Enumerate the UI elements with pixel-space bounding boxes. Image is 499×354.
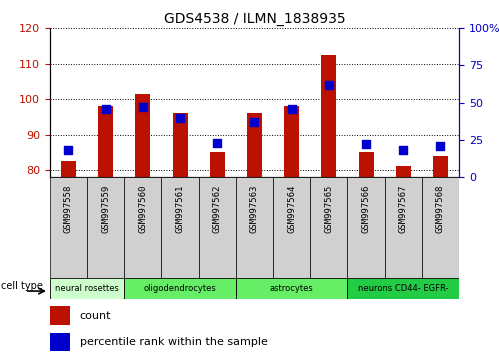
Point — [325, 82, 333, 88]
Bar — [236, 278, 347, 299]
Point — [250, 119, 258, 125]
Bar — [284, 106, 299, 177]
Bar — [396, 166, 411, 177]
Point — [288, 106, 296, 112]
Bar — [422, 177, 459, 278]
Point — [102, 106, 110, 112]
Point — [213, 140, 221, 145]
Bar — [124, 278, 236, 299]
Bar — [321, 55, 336, 177]
Bar — [347, 278, 459, 299]
Bar — [236, 177, 273, 278]
Text: oligodendrocytes: oligodendrocytes — [144, 284, 217, 293]
Text: GSM997561: GSM997561 — [176, 185, 185, 233]
Text: neurons CD44- EGFR-: neurons CD44- EGFR- — [358, 284, 449, 293]
Point — [437, 143, 445, 149]
Point — [399, 147, 407, 153]
Point — [139, 104, 147, 110]
Bar — [50, 333, 70, 351]
Bar — [210, 152, 225, 177]
Bar — [135, 94, 150, 177]
Point — [64, 147, 72, 153]
Bar — [50, 177, 87, 278]
Bar — [87, 177, 124, 278]
Bar — [310, 177, 347, 278]
Text: GSM997563: GSM997563 — [250, 185, 259, 233]
Text: GSM997559: GSM997559 — [101, 185, 110, 233]
Bar — [50, 278, 124, 299]
Text: GSM997564: GSM997564 — [287, 185, 296, 233]
Bar — [359, 152, 374, 177]
Text: neural rosettes: neural rosettes — [55, 284, 119, 293]
Text: GSM997567: GSM997567 — [399, 185, 408, 233]
Bar — [433, 156, 448, 177]
Bar — [61, 161, 76, 177]
Text: GSM997562: GSM997562 — [213, 185, 222, 233]
Bar — [273, 177, 310, 278]
Bar — [247, 113, 262, 177]
Title: GDS4538 / ILMN_1838935: GDS4538 / ILMN_1838935 — [164, 12, 345, 26]
Bar — [199, 177, 236, 278]
Text: GSM997560: GSM997560 — [138, 185, 147, 233]
Bar — [50, 306, 70, 325]
Bar — [162, 177, 199, 278]
Text: GSM997558: GSM997558 — [64, 185, 73, 233]
Text: GSM997566: GSM997566 — [362, 185, 371, 233]
Text: astrocytes: astrocytes — [270, 284, 313, 293]
Text: cell type: cell type — [1, 281, 43, 291]
Bar — [173, 113, 188, 177]
Bar — [385, 177, 422, 278]
Bar — [124, 177, 162, 278]
Text: count: count — [80, 311, 111, 321]
Point — [362, 142, 370, 147]
Bar — [347, 177, 385, 278]
Text: GSM997568: GSM997568 — [436, 185, 445, 233]
Point — [176, 115, 184, 120]
Text: GSM997565: GSM997565 — [324, 185, 333, 233]
Bar — [98, 106, 113, 177]
Text: percentile rank within the sample: percentile rank within the sample — [80, 337, 268, 347]
